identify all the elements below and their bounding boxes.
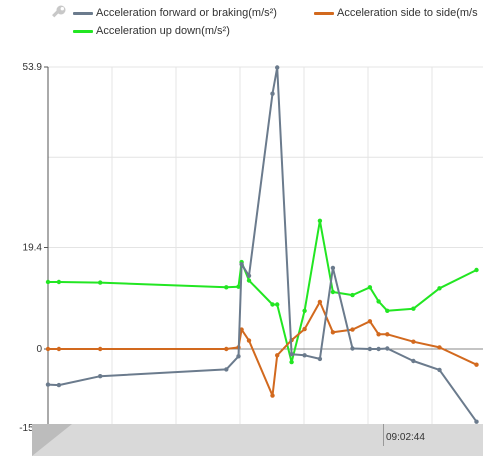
- data-point: [385, 332, 390, 337]
- data-point: [98, 346, 103, 352]
- data-point: [317, 299, 323, 305]
- data-point: [224, 346, 229, 352]
- y-tick-label: -15.1: [19, 423, 42, 434]
- data-point: [56, 346, 62, 352]
- data-point: [236, 284, 241, 289]
- legend-item-updown[interactable]: Acceleration up down(m/s²): [73, 25, 230, 37]
- wrench-icon[interactable]: [50, 4, 68, 22]
- data-point: [350, 346, 355, 351]
- data-point: [236, 354, 241, 359]
- data-point: [275, 353, 280, 358]
- data-point: [270, 302, 275, 307]
- data-point: [317, 356, 323, 362]
- data-point: [437, 286, 442, 291]
- legend-item-side[interactable]: Acceleration side to side(m/s: [314, 7, 478, 19]
- scroll-grip[interactable]: [32, 424, 72, 456]
- time-tick-mark: [383, 424, 384, 446]
- data-point: [246, 338, 252, 343]
- data-point: [45, 382, 51, 387]
- data-point: [45, 279, 51, 285]
- data-point: [376, 346, 381, 352]
- data-point: [376, 299, 381, 304]
- legend-swatch-updown: [73, 29, 93, 33]
- data-point: [376, 332, 381, 337]
- data-point: [270, 393, 275, 398]
- data-point: [330, 330, 336, 335]
- data-point: [411, 306, 416, 311]
- time-axis-label: 09:02:44: [386, 432, 425, 443]
- data-point: [224, 367, 229, 372]
- data-point: [56, 382, 62, 388]
- data-point: [246, 278, 252, 283]
- chart-legend: Acceleration forward or braking(m/s²) Ac…: [0, 0, 483, 50]
- legend-label-side: Acceleration side to side(m/s: [337, 7, 478, 19]
- data-point: [289, 359, 294, 365]
- data-point: [56, 279, 62, 285]
- data-point: [385, 346, 390, 351]
- data-point: [302, 353, 307, 358]
- data-point: [317, 218, 323, 223]
- data-point: [239, 262, 244, 267]
- data-point: [350, 327, 355, 332]
- data-point: [411, 339, 416, 344]
- y-tick-label: 19.4: [23, 243, 43, 254]
- data-point: [224, 285, 229, 290]
- data-point: [367, 346, 373, 352]
- data-point: [302, 308, 307, 313]
- data-point: [350, 292, 355, 298]
- y-tick-label: 0: [36, 344, 42, 355]
- data-point: [411, 358, 416, 364]
- data-point: [367, 285, 373, 290]
- data-point: [330, 265, 336, 271]
- data-point: [289, 352, 294, 357]
- data-point: [437, 345, 442, 350]
- legend-item-forward[interactable]: Acceleration forward or braking(m/s²): [73, 7, 277, 19]
- data-point: [45, 346, 51, 352]
- data-point: [474, 267, 479, 273]
- data-point: [367, 319, 373, 324]
- legend-swatch-side: [314, 11, 334, 15]
- data-point: [275, 302, 280, 307]
- legend-label-forward: Acceleration forward or braking(m/s²): [96, 7, 277, 19]
- data-point: [437, 367, 442, 373]
- data-point: [302, 326, 307, 332]
- data-point: [385, 308, 390, 313]
- data-point: [98, 374, 103, 379]
- data-point: [270, 91, 275, 96]
- y-tick-label: 53.9: [23, 62, 43, 73]
- time-scrollbar[interactable]: [32, 424, 483, 456]
- data-point: [275, 65, 280, 70]
- data-point: [246, 273, 252, 278]
- legend-swatch-forward: [73, 11, 93, 15]
- data-point: [330, 289, 336, 295]
- data-point: [474, 419, 479, 424]
- data-point: [98, 280, 103, 285]
- legend-label-updown: Acceleration up down(m/s²): [96, 25, 230, 37]
- data-point: [239, 327, 244, 332]
- data-point: [474, 362, 479, 367]
